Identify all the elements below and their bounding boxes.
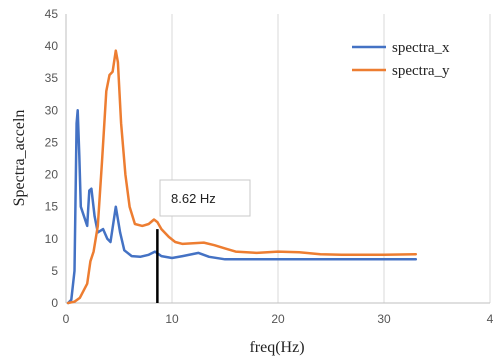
x-axis-title: freq(Hz) — [249, 339, 304, 356]
x-tick-label: 10 — [165, 312, 179, 326]
y-tick-label: 25 — [45, 135, 59, 149]
legend: spectra_x spectra_y — [352, 40, 450, 79]
y-tick-label: 10 — [45, 232, 59, 246]
x-tick-label: 20 — [271, 312, 285, 326]
y-tick-label: 20 — [45, 168, 59, 182]
legend-label-spectra-y: spectra_y — [392, 63, 450, 79]
y-tick-labels: 0 5 10 15 20 25 30 35 40 45 — [45, 7, 59, 310]
y-tick-label: 0 — [51, 296, 58, 310]
y-tick-label: 30 — [45, 103, 59, 117]
x-tick-label: 30 — [377, 312, 391, 326]
y-axis-title: Spectra_acceln — [11, 110, 28, 207]
x-tick-label: 0 — [63, 312, 70, 326]
y-tick-label: 35 — [45, 71, 59, 85]
annotation: 8.62 Hz — [156, 179, 251, 303]
y-tick-label: 5 — [51, 264, 58, 278]
x-tick-labels: 0 10 20 30 4 — [63, 312, 494, 326]
y-tick-label: 40 — [45, 39, 59, 53]
annotation-label: 8.62 Hz — [171, 191, 216, 206]
series-line-spectra-y — [66, 49, 418, 305]
y-tick-label: 15 — [45, 200, 59, 214]
series-group — [66, 49, 418, 305]
axes — [65, 14, 490, 304]
series-line-spectra-x — [66, 109, 418, 305]
annotation-box — [159, 179, 251, 217]
x-tick-label: 4 — [487, 312, 494, 326]
legend-label-spectra-x: spectra_x — [392, 40, 450, 56]
y-tick-label: 45 — [45, 7, 59, 21]
